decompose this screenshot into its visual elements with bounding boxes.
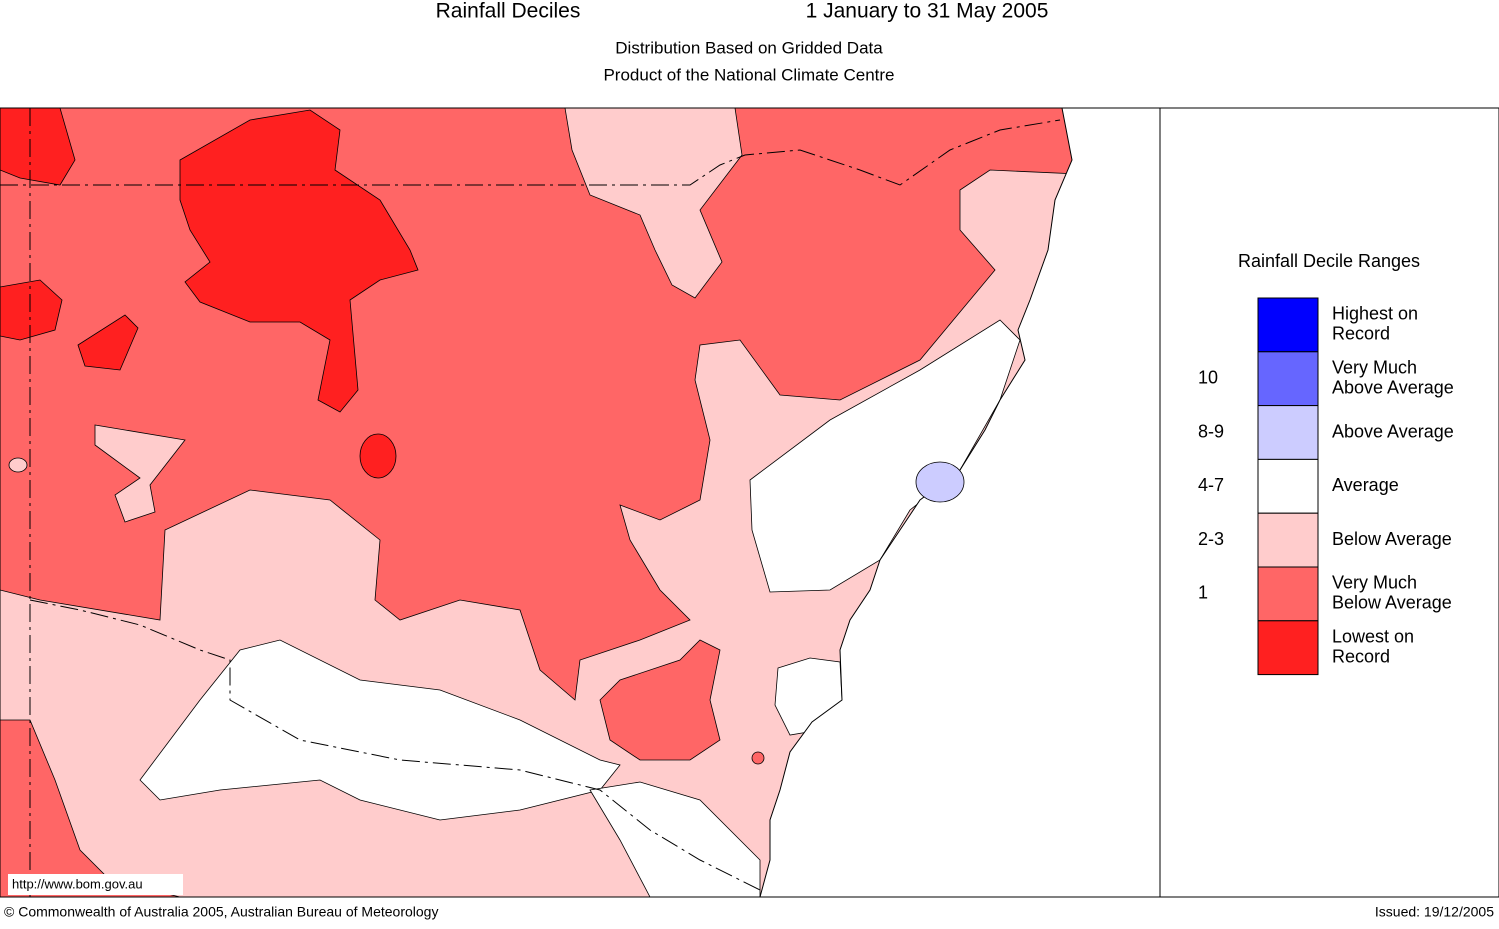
legend-label: Average: [1332, 475, 1399, 495]
state-border: [29, 599, 761, 891]
region: [0, 279, 63, 341]
legend-label: Lowest on: [1332, 626, 1414, 646]
legend-range: 4-7: [1198, 475, 1224, 495]
subtitle: Product of the National Climate Centre: [603, 65, 894, 84]
legend-range: 8-9: [1198, 421, 1224, 441]
legend-title: Rainfall Decile Ranges: [1238, 251, 1420, 271]
region: [139, 639, 621, 821]
legend-label: Record: [1332, 324, 1390, 344]
legend-label: Below Average: [1332, 593, 1452, 613]
period: 1 January to 31 May 2005: [806, 0, 1049, 23]
legend-swatch: [1257, 405, 1319, 460]
region: [564, 108, 743, 299]
region: [751, 751, 765, 765]
legend-label: Below Average: [1332, 529, 1452, 549]
lake: [915, 461, 965, 503]
region: [0, 108, 76, 186]
subtitle: Distribution Based on Gridded Data: [615, 38, 883, 57]
legend-frame: [1159, 107, 1499, 898]
legend-label: Above Average: [1332, 421, 1454, 441]
region: [8, 457, 28, 473]
legend-label: Very Much: [1332, 357, 1417, 377]
legend-swatch: [1257, 512, 1319, 568]
issued: Issued: 19/12/2005: [1375, 904, 1494, 920]
legend-swatch: [1257, 566, 1319, 622]
state-border: [0, 119, 1061, 186]
region: [179, 109, 419, 413]
url-box: [8, 874, 183, 895]
region: [599, 639, 721, 761]
legend-swatch: [1257, 297, 1319, 353]
ocean: [759, 108, 1160, 897]
region: [77, 314, 139, 371]
legend: Rainfall Decile Ranges Highest onRecord1…: [1159, 107, 1499, 898]
region: [359, 433, 397, 479]
legend-swatch: [1257, 351, 1319, 407]
legend-range: 10: [1198, 367, 1218, 387]
legend-range: 1: [1198, 583, 1208, 603]
legend-swatch: [1257, 458, 1319, 514]
region: [94, 424, 186, 523]
legend-range: 2-3: [1198, 529, 1224, 549]
legend-swatch: [1257, 620, 1319, 676]
legend-label: Very Much: [1332, 573, 1417, 593]
region: [0, 719, 181, 897]
legend-label: Record: [1332, 646, 1390, 666]
title: Rainfall Deciles: [436, 0, 581, 23]
url: http://www.bom.gov.au: [12, 876, 143, 891]
legend-label: Highest on: [1332, 304, 1418, 324]
map: http://www.bom.gov.au: [0, 107, 1161, 898]
copyright: © Commonwealth of Australia 2005, Austra…: [4, 904, 438, 920]
legend-label: Above Average: [1332, 377, 1454, 397]
